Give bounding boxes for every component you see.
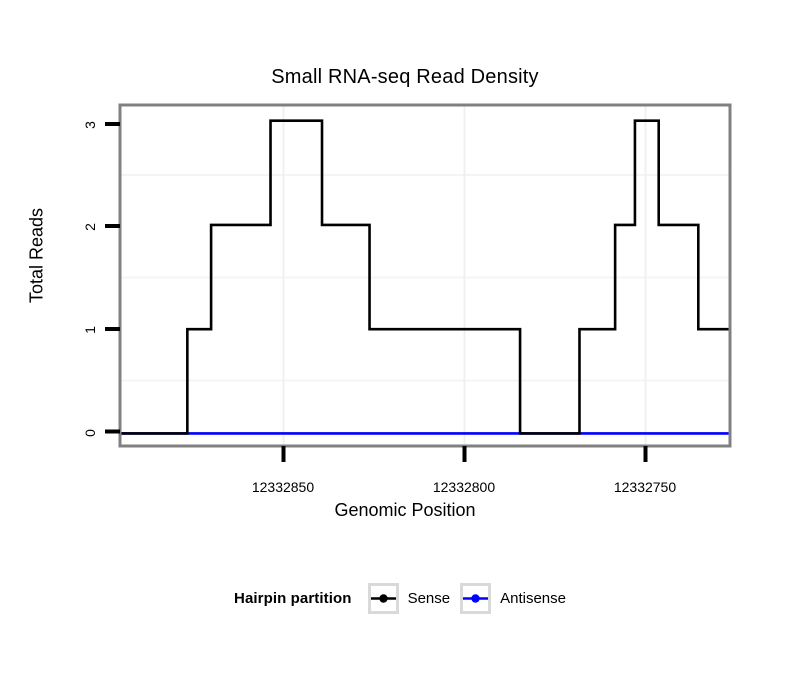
x-tick-label-12332750: 12332750 [613,479,677,495]
x-tick-label-12332850: 12332850 [251,479,315,495]
panel-border [118,103,732,448]
legend-title: Hairpin partition [234,590,352,607]
line-point-icon [463,594,489,603]
legend-key-sense [367,583,399,614]
legend: Hairpin partition Sense Antisense [0,583,810,614]
x-axis-ticks [281,446,648,462]
legend-label-sense: Sense [407,590,451,607]
legend-label-antisense: Antisense [500,590,566,607]
x-tick-label-12332800: 12332800 [432,479,496,495]
line-point-icon [370,594,396,603]
y-axis-ticks [105,122,120,434]
major-gridlines-vertical [282,105,647,446]
minor-gridlines-horizontal [120,174,730,382]
chart-title: Small RNA-seq Read Density [271,66,539,88]
legend-key-antisense [460,583,492,614]
legend-item-antisense[interactable]: Antisense [460,583,566,614]
series-line-sense [120,119,732,435]
x-axis-label: Genomic Position [334,500,476,520]
panel-background [120,105,730,446]
legend-item-sense[interactable]: Sense [367,583,451,614]
